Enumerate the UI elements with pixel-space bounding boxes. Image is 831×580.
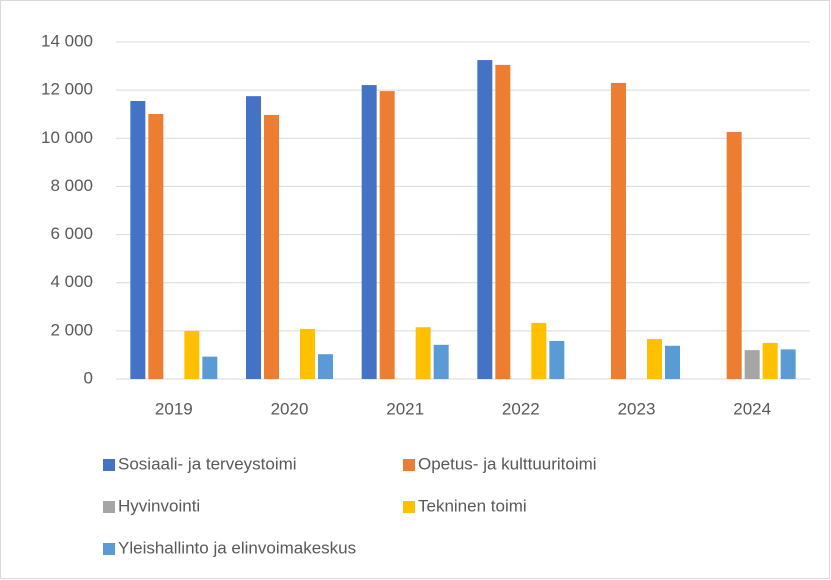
- x-tick-label: 2020: [271, 399, 309, 418]
- legend-label: Opetus- ja kulttuuritoimi: [418, 454, 597, 473]
- bar: [762, 342, 778, 379]
- bar: [433, 344, 449, 379]
- legend-label: Sosiaali- ja terveystoimi: [118, 454, 297, 473]
- legend-swatch: [403, 459, 415, 471]
- legend-label: Yleishallinto ja elinvoimakeskus: [118, 538, 356, 557]
- y-tick-label: 6 000: [50, 224, 93, 243]
- bar: [264, 114, 279, 379]
- bar: [495, 64, 511, 379]
- bar: [148, 113, 164, 379]
- legend-swatch: [403, 501, 415, 513]
- y-tick-label: 2 000: [50, 320, 93, 339]
- bar: [726, 132, 742, 379]
- bar: [318, 354, 333, 379]
- bar: [744, 350, 760, 379]
- bar: [202, 356, 218, 379]
- x-tick-label: 2024: [733, 399, 771, 418]
- y-tick-label: 0: [84, 368, 93, 387]
- bar: [611, 82, 626, 380]
- legend-label: Hyvinvointi: [118, 496, 200, 515]
- legend-swatch: [103, 501, 115, 513]
- bar: [531, 322, 547, 379]
- x-tick-label: 2023: [618, 399, 656, 418]
- bar: [361, 85, 377, 379]
- bar: [647, 339, 662, 379]
- y-tick-label: 14 000: [41, 31, 93, 50]
- bar: [379, 91, 395, 379]
- x-tick-label: 2022: [502, 399, 540, 418]
- bar: [300, 328, 315, 379]
- bar: [415, 327, 431, 379]
- x-tick-label: 2021: [386, 399, 424, 418]
- y-tick-label: 12 000: [41, 80, 93, 99]
- y-tick-label: 10 000: [41, 128, 93, 147]
- y-tick-label: 4 000: [50, 272, 93, 291]
- bar: [549, 340, 565, 379]
- y-tick-label: 8 000: [50, 176, 93, 195]
- bar: [184, 330, 200, 379]
- legend-swatch: [103, 543, 115, 555]
- x-tick-label: 2019: [155, 399, 193, 418]
- bar: [477, 60, 493, 380]
- legend-label: Tekninen toimi: [418, 496, 527, 515]
- bar: [246, 96, 261, 380]
- legend-swatch: [103, 459, 115, 471]
- bar: [665, 345, 680, 379]
- bar: [130, 100, 146, 379]
- bar: [780, 349, 796, 379]
